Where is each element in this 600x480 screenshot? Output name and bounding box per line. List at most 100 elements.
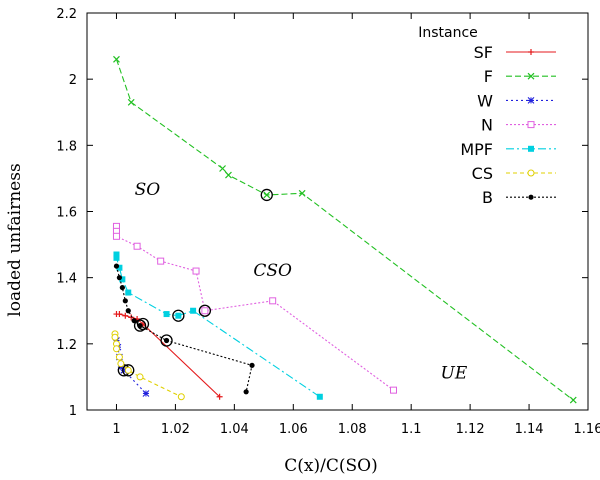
legend-marker-cs: [527, 169, 535, 177]
data-point-sf: [216, 393, 223, 400]
legend-marker-n: [527, 121, 535, 129]
y-tick-label: 2: [69, 73, 77, 88]
highlight-circle-n: [198, 304, 212, 317]
x-tick-label: 1.06: [279, 422, 308, 437]
x-tick-label: 1.1: [401, 422, 422, 437]
y-tick-label: 1.4: [56, 272, 77, 287]
data-point-cs: [124, 366, 132, 374]
data-point-f: [127, 98, 135, 106]
legend-marker-mpf: [528, 145, 534, 152]
data-point-mpf: [163, 311, 170, 318]
data-point-sf: [122, 312, 129, 319]
legend: Instance SF FWN MPF CS B: [418, 25, 556, 207]
data-point-n: [157, 257, 165, 265]
data-point-f: [219, 165, 226, 172]
plot-area: [86, 12, 589, 411]
data-point-mpf: [116, 264, 123, 271]
region-label-so: SO: [135, 180, 161, 200]
x-tick-label: 1.16: [574, 422, 600, 437]
data-point-mpf: [316, 393, 323, 400]
axis-ticks: 1 1.02 1.04 1.06 1.08 1.1 1.12 1.14 1.16 1 1.2 1.4 1…: [56, 7, 600, 437]
data-point-w: [120, 366, 128, 374]
series-mpf: [113, 251, 323, 400]
series-line-f: [115, 59, 574, 401]
x-tick-label: 1.04: [220, 422, 249, 437]
legend-label-sf: SF: [474, 43, 493, 62]
series-cs: [111, 330, 185, 401]
legend-marker-sf: [528, 49, 534, 55]
legend-label-b: B: [482, 188, 493, 207]
data-point-f: [113, 55, 120, 63]
series-line-mpf: [115, 254, 321, 398]
series-b: [113, 263, 255, 395]
data-point-b: [122, 298, 128, 304]
legend-title: Instance: [418, 25, 478, 41]
highlight-circle-cs: [122, 364, 135, 377]
data-point-cs: [111, 333, 119, 341]
highlight-circle-mpf: [172, 309, 185, 322]
data-point-b: [119, 284, 125, 291]
data-point-cs: [136, 373, 144, 381]
y-tick-label: 1: [69, 404, 77, 419]
data-point-cs: [115, 353, 123, 361]
data-point-b: [116, 275, 123, 281]
data-point-n: [112, 232, 120, 240]
legend-label-n: N: [481, 116, 493, 135]
data-point-sf: [128, 314, 135, 321]
x-tick-label: 1.02: [161, 422, 190, 437]
legend-marker-b: [528, 194, 534, 200]
data-point-mpf: [190, 307, 197, 314]
data-point-mpf: [119, 276, 126, 283]
region-label-ue: UE: [441, 364, 468, 384]
data-point-b: [163, 337, 170, 344]
highlight-circle-b: [133, 319, 147, 332]
data-point-n: [192, 267, 200, 275]
y-tick-label: 1.2: [56, 338, 77, 353]
data-point-cs: [112, 345, 120, 353]
data-point-n: [201, 307, 209, 315]
legend-marker-f: [527, 72, 535, 80]
x-axis-label: C(x)/C(SO): [284, 456, 377, 476]
plot-frame: [86, 12, 589, 411]
region-labels: SO CSO UE: [135, 180, 468, 384]
series-line-b: [115, 265, 253, 392]
y-tick-label: 1.8: [56, 139, 77, 154]
data-point-w: [142, 390, 150, 397]
data-point-cs: [177, 393, 185, 401]
highlight-circle-b: [160, 334, 173, 347]
data-point-mpf: [175, 312, 182, 319]
data-point-f: [263, 191, 271, 199]
legend-label-w: W: [477, 91, 493, 110]
data-point-sf: [116, 311, 123, 318]
legend-label-cs: CS: [472, 164, 493, 183]
data-point-b: [249, 362, 255, 368]
data-point-b: [243, 389, 249, 395]
data-point-mpf: [125, 289, 132, 296]
series-layer: [111, 55, 577, 404]
highlight-circle-f: [260, 188, 273, 202]
legend-label-mpf: MPF: [460, 140, 493, 159]
data-point-mpf: [113, 251, 120, 258]
series-f: [113, 55, 577, 404]
data-point-cs: [117, 360, 125, 368]
x-tick-label: 1: [112, 422, 120, 437]
series-n: [112, 222, 397, 394]
data-point-b: [137, 323, 143, 329]
legend-marker-w: [527, 97, 535, 104]
data-point-mpf: [113, 254, 120, 261]
data-point-b: [125, 308, 131, 314]
region-label-cso: CSO: [253, 261, 292, 281]
data-point-n: [389, 386, 397, 394]
x-tick-label: 1.12: [456, 422, 485, 437]
data-point-n: [133, 242, 141, 250]
data-point-f: [569, 396, 577, 404]
legend-label-f: F: [484, 67, 493, 86]
series-line-sf: [116, 313, 220, 398]
y-tick-label: 1.6: [56, 206, 77, 221]
highlight-circle-sf: [136, 317, 150, 331]
y-tick-label: 2.2: [56, 7, 77, 22]
data-point-f: [225, 171, 232, 179]
series-sf: [113, 311, 223, 400]
x-tick-label: 1.08: [338, 422, 367, 437]
